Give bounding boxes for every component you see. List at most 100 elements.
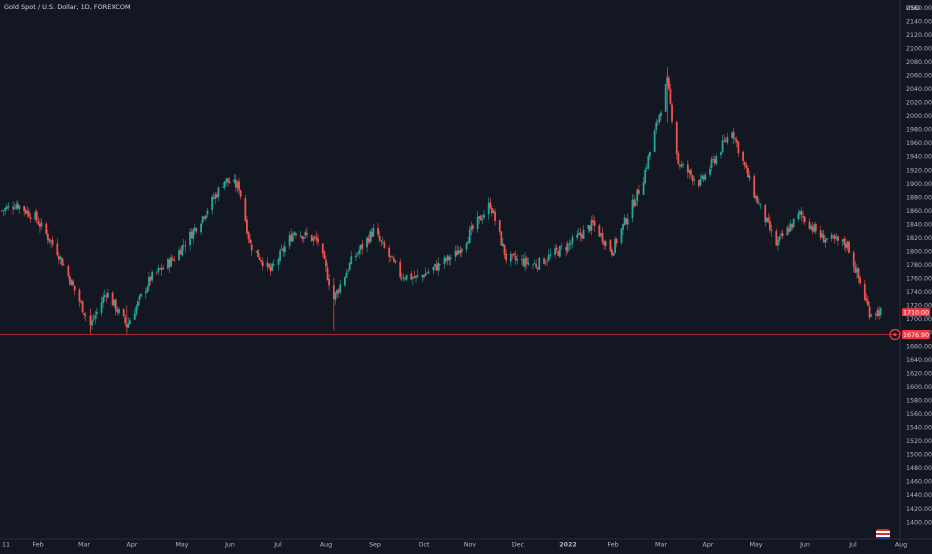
candle-body bbox=[788, 228, 790, 232]
candle-body bbox=[413, 276, 416, 278]
candle-body bbox=[660, 112, 662, 116]
candle-body bbox=[135, 306, 138, 315]
candle-body bbox=[846, 241, 849, 249]
candle-body bbox=[2, 210, 5, 212]
candle-body bbox=[61, 257, 63, 266]
candle-body bbox=[775, 230, 778, 246]
price-tick-label: 1920.00 bbox=[906, 167, 932, 174]
candle-body bbox=[423, 275, 425, 278]
candle-body bbox=[522, 259, 525, 266]
time-tick-label: Jun bbox=[224, 542, 235, 549]
candle-body bbox=[383, 242, 386, 248]
candle-body bbox=[581, 234, 583, 239]
candle-body bbox=[214, 194, 217, 199]
candle-body bbox=[116, 309, 119, 313]
candle-body bbox=[511, 254, 514, 255]
price-tick-label: 1900.00 bbox=[906, 181, 932, 188]
candle-body bbox=[269, 266, 272, 272]
candle-body bbox=[358, 250, 361, 254]
candle-body bbox=[604, 241, 607, 247]
candle-body bbox=[647, 155, 650, 169]
candle-body bbox=[601, 232, 604, 243]
candle-body bbox=[824, 239, 827, 243]
candle-body bbox=[737, 141, 740, 153]
candle-body bbox=[29, 217, 32, 219]
candle-body bbox=[721, 140, 724, 153]
time-tick-label: Feb bbox=[607, 542, 618, 549]
candle-body bbox=[781, 233, 784, 236]
candle-body bbox=[731, 133, 733, 138]
candle-body bbox=[724, 140, 727, 142]
candle-body bbox=[577, 233, 580, 235]
candle-body bbox=[272, 264, 275, 265]
candle-body bbox=[4, 208, 7, 211]
candle-body bbox=[634, 202, 637, 206]
candle-body bbox=[590, 220, 593, 231]
candle-body bbox=[321, 243, 324, 254]
candle-body bbox=[547, 254, 550, 261]
candle-body bbox=[742, 151, 745, 161]
candle-body bbox=[293, 232, 296, 235]
candle-body bbox=[438, 264, 441, 266]
candle-body bbox=[26, 210, 29, 214]
currency-label: USD bbox=[906, 4, 920, 12]
price-tick-label: 1860.00 bbox=[906, 208, 932, 215]
candle-body bbox=[18, 205, 21, 209]
candle-body bbox=[100, 302, 103, 313]
candle-body bbox=[677, 153, 680, 165]
candle-body bbox=[37, 221, 40, 225]
candle-body bbox=[582, 229, 585, 240]
candle-body bbox=[323, 251, 326, 259]
candle-body bbox=[679, 164, 681, 167]
candle-body bbox=[103, 295, 106, 298]
candle-body bbox=[200, 223, 203, 233]
candle-body bbox=[46, 233, 49, 240]
candle-body bbox=[797, 213, 800, 220]
candle-body bbox=[160, 267, 163, 271]
candle-body bbox=[490, 208, 493, 214]
price-tick-label: 2000.00 bbox=[906, 113, 932, 120]
price-tick-label: 1840.00 bbox=[906, 221, 932, 228]
candle-body bbox=[778, 236, 781, 241]
candle-body bbox=[370, 231, 373, 237]
candle-body bbox=[592, 220, 594, 223]
candle-body bbox=[664, 84, 667, 112]
candle-body bbox=[653, 130, 656, 153]
candle-body bbox=[167, 259, 169, 269]
candle-body bbox=[203, 217, 206, 219]
candle-body bbox=[699, 179, 702, 186]
candle-body bbox=[470, 226, 473, 230]
candle-body bbox=[745, 165, 748, 168]
candle-body bbox=[81, 301, 84, 313]
candle-body bbox=[367, 238, 370, 243]
candle-body bbox=[560, 245, 563, 247]
candle-body bbox=[336, 290, 338, 295]
candle-body bbox=[195, 228, 198, 232]
candle-body bbox=[57, 256, 60, 260]
candle-body bbox=[400, 277, 403, 279]
price-tick-label: 1500.00 bbox=[906, 452, 932, 459]
candle-body bbox=[565, 247, 568, 251]
candle-body bbox=[843, 238, 846, 245]
candle-body bbox=[217, 187, 220, 197]
candle-body bbox=[377, 227, 379, 235]
candle-body bbox=[144, 291, 147, 294]
candle-body bbox=[268, 263, 270, 268]
candle-body bbox=[615, 239, 618, 244]
candle-body bbox=[622, 223, 624, 230]
candle-body bbox=[833, 235, 836, 240]
price-tick-label: 1640.00 bbox=[906, 357, 932, 364]
candle-body bbox=[732, 131, 735, 139]
candle-body bbox=[211, 196, 214, 211]
candle-body bbox=[369, 231, 372, 243]
candle-body bbox=[310, 234, 313, 242]
candle-body bbox=[712, 158, 715, 160]
candle-body bbox=[127, 322, 130, 328]
candle-body bbox=[533, 263, 536, 265]
time-tick-label: Sep bbox=[369, 542, 381, 549]
candle-body bbox=[710, 159, 713, 168]
candle-body bbox=[614, 238, 617, 253]
candle-body bbox=[587, 224, 590, 229]
